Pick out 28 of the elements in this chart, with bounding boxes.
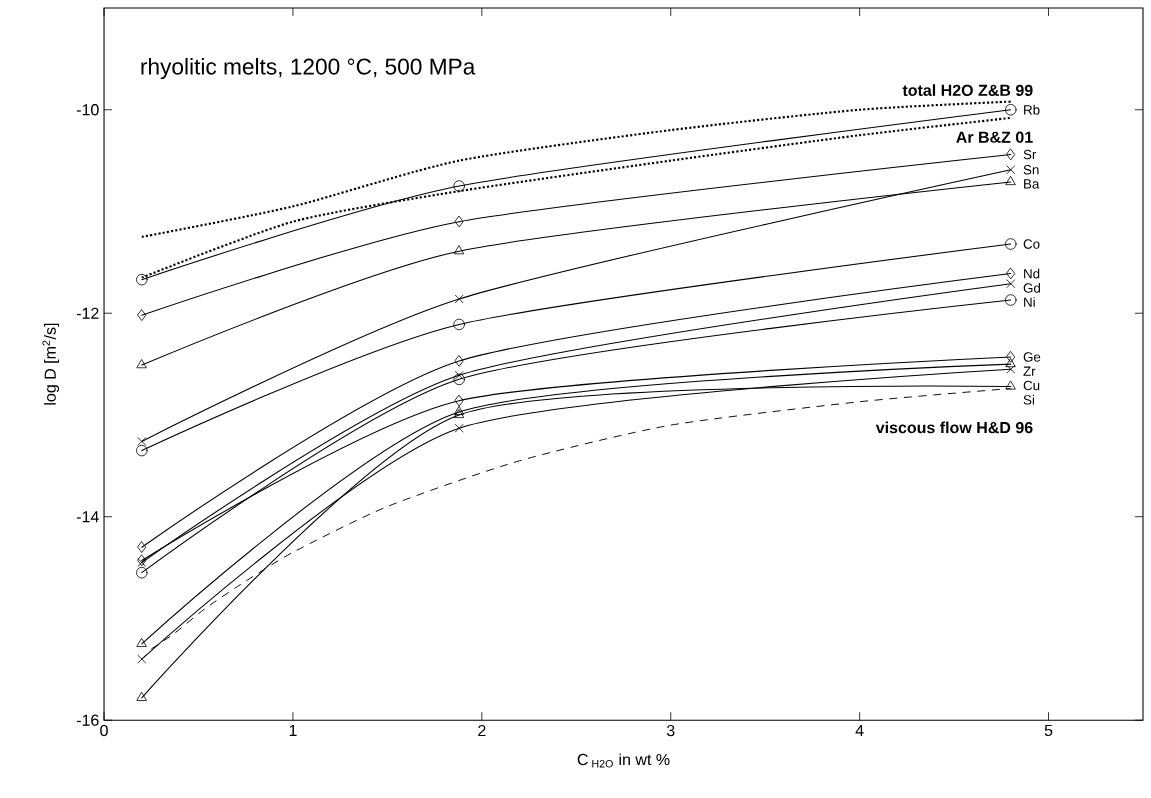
series-label: Nd [1024,268,1040,279]
series-label: Sr [1023,149,1037,160]
y-tick-label: -14 [76,511,99,523]
series-label: Ar B&Z 01 [956,131,1033,143]
x-tick-label: 4 [855,724,864,736]
y-axis-title: log D [m$^{2}$/s] [42,323,60,405]
x-tick-label: 3 [666,724,675,737]
series-label: Si [1023,394,1034,405]
series-label: Ba [1024,179,1040,189]
text: rhyolitic melts, 1200 °C, 500 MPa [141,57,476,79]
x-axis-title: C $_{H2O}$ in wt % [577,753,670,768]
series-label: Sn [1023,164,1039,175]
series-label: total H2O Z&B 99 [902,84,1033,96]
y-tick-label: -10 [76,103,99,116]
series-label: Ni [1024,297,1035,307]
series-label: Co [1023,239,1040,249]
x-tick-label: 1 [289,724,297,736]
y-tick-label: -12 [76,307,99,319]
x-tick-label: 0 [100,724,108,737]
y-tick-label: -16 [76,714,99,726]
series-label: Ge [1023,352,1041,362]
series-label: viscous flow H&D 96 [875,421,1033,434]
series-label: Cu [1023,380,1040,391]
series-label: Gd [1023,282,1040,293]
x-tick-label: 5 [1044,724,1053,736]
series-label: Rb [1024,104,1040,115]
x-tick-label: 2 [478,724,486,736]
series-label: Zr [1023,366,1036,376]
